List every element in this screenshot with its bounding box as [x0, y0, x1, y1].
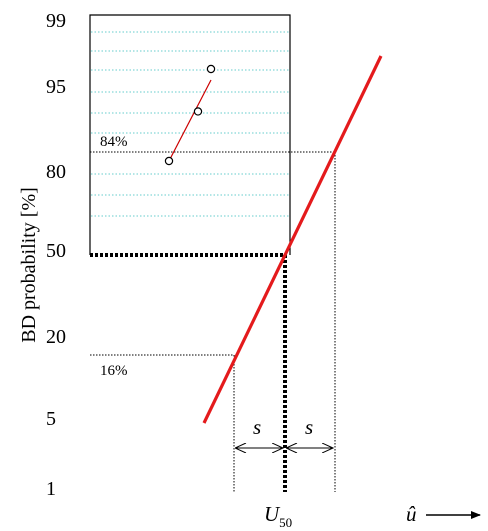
p84-label: 84% [100, 134, 128, 150]
x-axis-label: û [406, 502, 417, 526]
plot-frame [89, 14, 291, 255]
u50-label: U50 [264, 502, 292, 530]
data-points [164, 64, 216, 166]
grid-lines [91, 31, 289, 217]
y-axis-label: BD probability [%] [18, 187, 40, 343]
y-tick-label: 5 [46, 408, 56, 430]
y-tick-label: 20 [46, 326, 66, 348]
data-point [206, 64, 216, 74]
sample-fit-line [168, 79, 212, 162]
data-point [164, 156, 174, 166]
y-tick-label: 80 [46, 161, 66, 183]
y-tick-label: 95 [46, 76, 66, 98]
data-point [193, 107, 203, 116]
s-label-left: s [253, 415, 261, 439]
y-tick-label: 99 [46, 10, 66, 32]
y-tick-labels: 99 95 80 50 20 5 1 [46, 10, 66, 500]
s-label-right: s [305, 415, 313, 439]
y-tick-label: 50 [46, 240, 66, 262]
y-tick-label: 1 [46, 478, 56, 500]
fitted-distribution-line [202, 55, 383, 424]
p16-label: 16% [100, 363, 128, 379]
